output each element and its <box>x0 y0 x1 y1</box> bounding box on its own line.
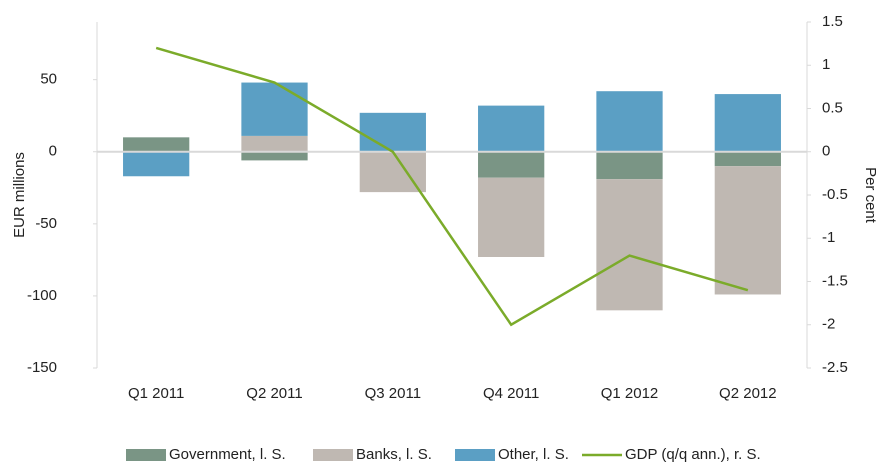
bar <box>478 177 545 257</box>
x-tick-label: Q1 2011 <box>128 385 184 402</box>
legend-label: Government, l. S. <box>169 446 286 463</box>
bar <box>596 91 663 152</box>
y2-tick-label: -0.5 <box>822 186 848 203</box>
bar <box>596 151 663 180</box>
y-tick-label: -150 <box>27 359 57 376</box>
y2-tick-label: 1 <box>822 56 830 73</box>
y-tick-label: 50 <box>40 71 57 88</box>
bar <box>478 151 545 178</box>
x-tick-label: Q1 2012 <box>601 385 659 402</box>
x-tick-label: Q2 2011 <box>246 385 302 402</box>
bar <box>241 82 308 136</box>
bar <box>478 105 545 152</box>
line <box>155 46 749 327</box>
bar <box>714 166 781 295</box>
y2-tick-label: 0 <box>822 143 830 160</box>
legend-label: Banks, l. S. <box>356 446 432 463</box>
bar <box>123 137 190 152</box>
bar <box>714 151 781 167</box>
bar <box>714 94 781 152</box>
y-tick-label: -100 <box>27 287 57 304</box>
bar <box>241 151 308 161</box>
y2-tick-label: -1.5 <box>822 272 848 289</box>
y-tick-label: 0 <box>49 143 57 160</box>
bar <box>596 179 663 311</box>
x-tick-label: Q2 2012 <box>719 385 777 402</box>
legend-swatch <box>455 449 495 461</box>
legend-swatch <box>126 449 166 461</box>
y-axis-label: EUR millions <box>11 152 28 238</box>
y2-tick-label: -2.5 <box>822 359 848 376</box>
legend-label: Other, l. S. <box>498 446 569 463</box>
bar <box>241 135 308 152</box>
y2-tick-label: 1.5 <box>822 13 843 30</box>
y2-axis-label: Per cent <box>862 167 879 224</box>
y2-tick-label: -2 <box>822 316 835 333</box>
legend-swatch <box>313 449 353 461</box>
y-tick-label: -50 <box>35 215 57 232</box>
y2-tick-label: -1 <box>822 229 835 246</box>
legend-label: GDP (q/q ann.), r. S. <box>625 446 761 463</box>
x-tick-label: Q4 2011 <box>483 385 539 402</box>
x-tick-label: Q3 2011 <box>365 385 421 402</box>
bar <box>359 112 426 152</box>
bar <box>123 151 190 177</box>
y2-tick-label: 0.5 <box>822 99 843 116</box>
